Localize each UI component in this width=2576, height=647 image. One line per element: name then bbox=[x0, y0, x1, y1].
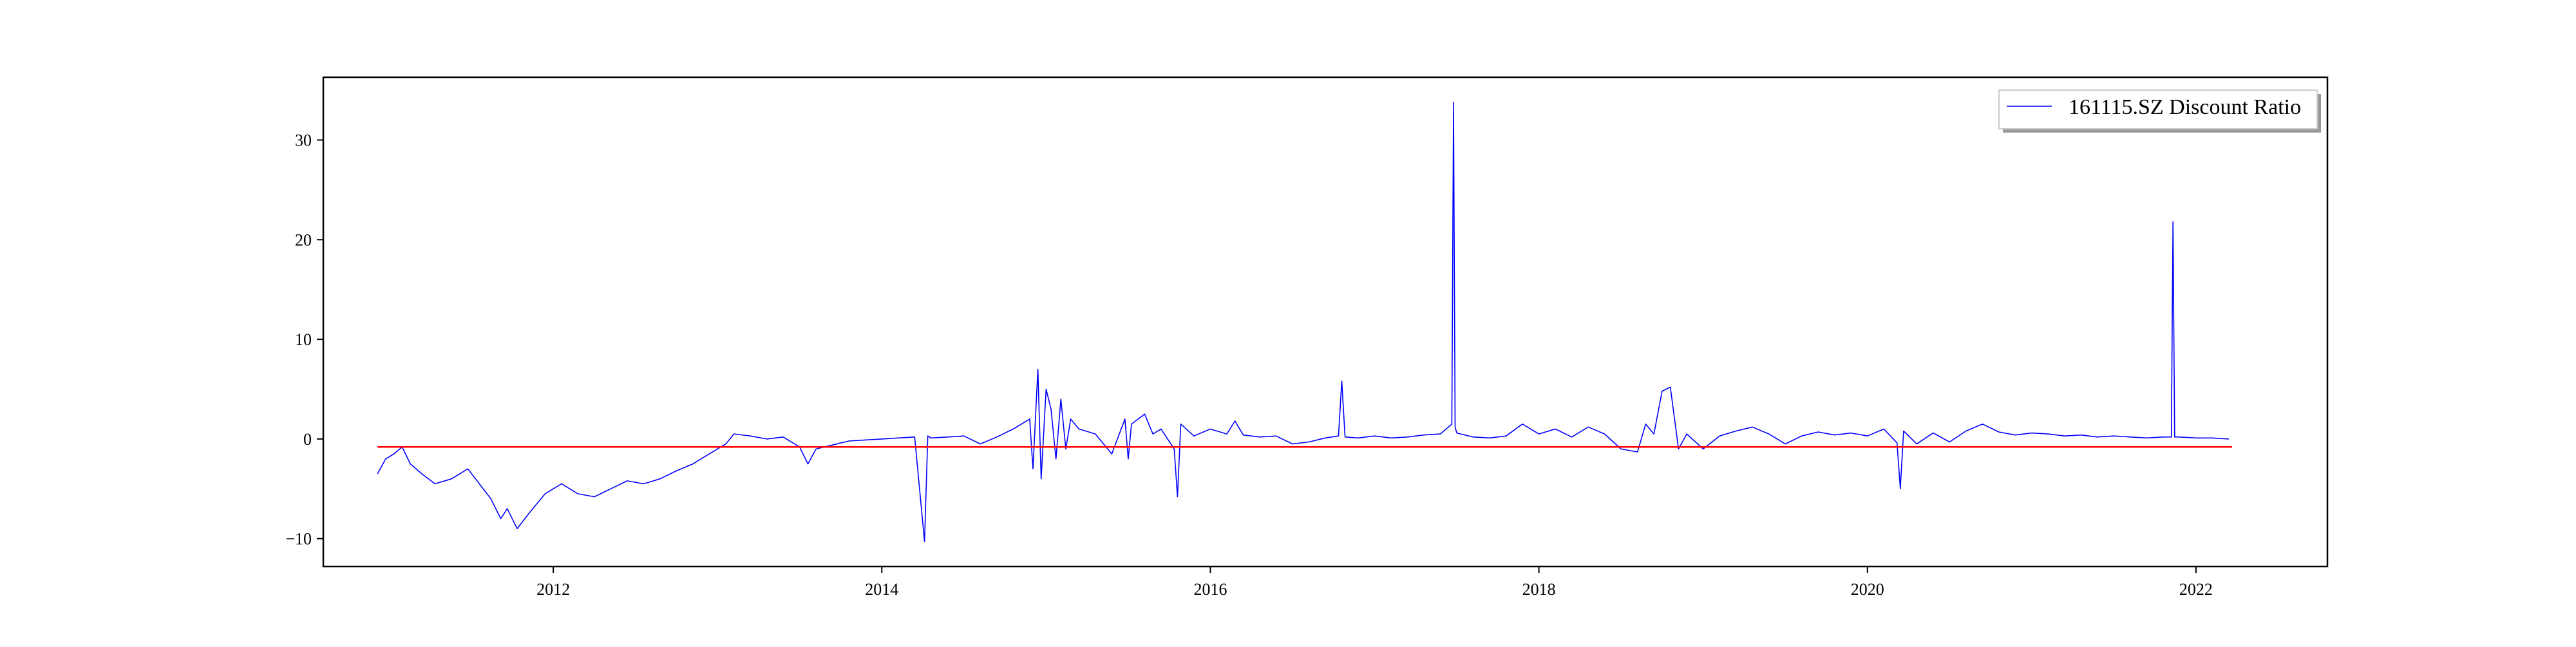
y-tick-label: 10 bbox=[295, 330, 312, 349]
series-line-0 bbox=[377, 101, 2230, 543]
x-tick-label: 2022 bbox=[2179, 580, 2213, 599]
y-tick-label: 30 bbox=[295, 131, 312, 150]
x-tick-label: 2020 bbox=[1851, 580, 1884, 599]
y-tick-label: 0 bbox=[303, 430, 312, 449]
x-tick-label: 2018 bbox=[1522, 580, 1556, 599]
axis-ticks: 2012 2014 2016 2018 2020 2022 −10 0 10 20 30 bbox=[285, 131, 2213, 599]
legend-entry-label: 161115.SZ Discount Ratio bbox=[2069, 95, 2301, 119]
legend: 161115.SZ Discount Ratio bbox=[1998, 89, 2321, 133]
plot-marks bbox=[377, 101, 2233, 543]
y-tick-label: −10 bbox=[285, 530, 312, 549]
x-tick-label: 2016 bbox=[1193, 580, 1227, 599]
y-tick-label: 20 bbox=[295, 230, 312, 249]
legend-box bbox=[1998, 89, 2318, 129]
plot-frame bbox=[322, 76, 2329, 568]
x-tick-label: 2014 bbox=[865, 580, 898, 599]
x-tick-label: 2012 bbox=[536, 580, 570, 599]
